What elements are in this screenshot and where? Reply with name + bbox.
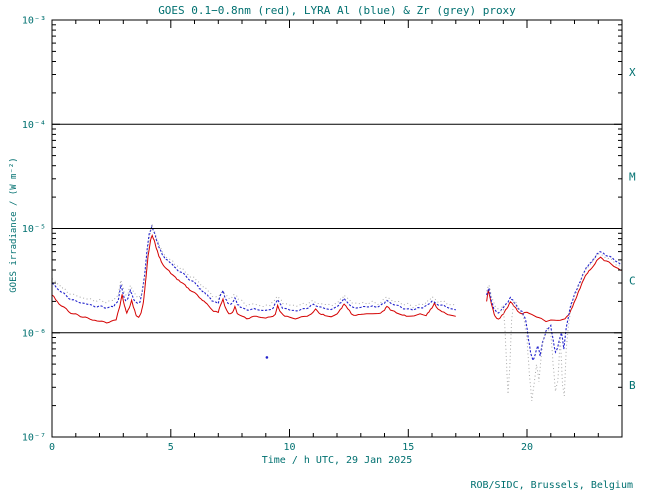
svg-text:10⁻⁵: 10⁻⁵ [22, 224, 46, 235]
svg-text:0: 0 [49, 442, 55, 453]
svg-text:M: M [629, 170, 636, 183]
svg-text:C: C [629, 275, 636, 288]
x-axis-label: Time / h UTC, 29 Jan 2025 [261, 455, 413, 466]
svg-text:10⁻⁴: 10⁻⁴ [22, 120, 46, 131]
series-goes-red [486, 256, 623, 323]
credit-text: ROB/SIDC, Brussels, Belgium [470, 480, 633, 491]
chart-title: GOES 0.1−0.8nm (red), LYRA Al (blue) & Z… [158, 4, 516, 17]
svg-text:10⁻⁶: 10⁻⁶ [22, 328, 46, 339]
series-lyra-zr [486, 253, 623, 401]
series-goes-red [51, 233, 456, 324]
svg-text:10: 10 [283, 442, 295, 453]
series-lyra-al [486, 250, 623, 362]
data-series [51, 223, 623, 401]
flare-class-boundaries [52, 123, 622, 334]
flare-class-labels: X M C B [629, 66, 636, 392]
svg-text:X: X [629, 66, 636, 79]
series-lyra-al [51, 224, 456, 312]
stray-dot [265, 356, 269, 359]
svg-text:20: 20 [521, 442, 533, 453]
svg-text:5: 5 [168, 442, 174, 453]
axis-ticks [51, 19, 623, 438]
svg-text:15: 15 [402, 442, 414, 453]
series-lyra-zr [51, 223, 457, 309]
y-axis-label: GOES irradiance / (W m⁻²) [9, 157, 19, 293]
svg-text:10⁻³: 10⁻³ [22, 16, 46, 27]
axis-tick-labels: 10⁻³ 10⁻⁴ 10⁻⁵ 10⁻⁶ 10⁻⁷0 5 10 15 20 [22, 16, 533, 454]
svg-text:10⁻⁷: 10⁻⁷ [22, 433, 46, 444]
svg-text:B: B [629, 379, 636, 392]
